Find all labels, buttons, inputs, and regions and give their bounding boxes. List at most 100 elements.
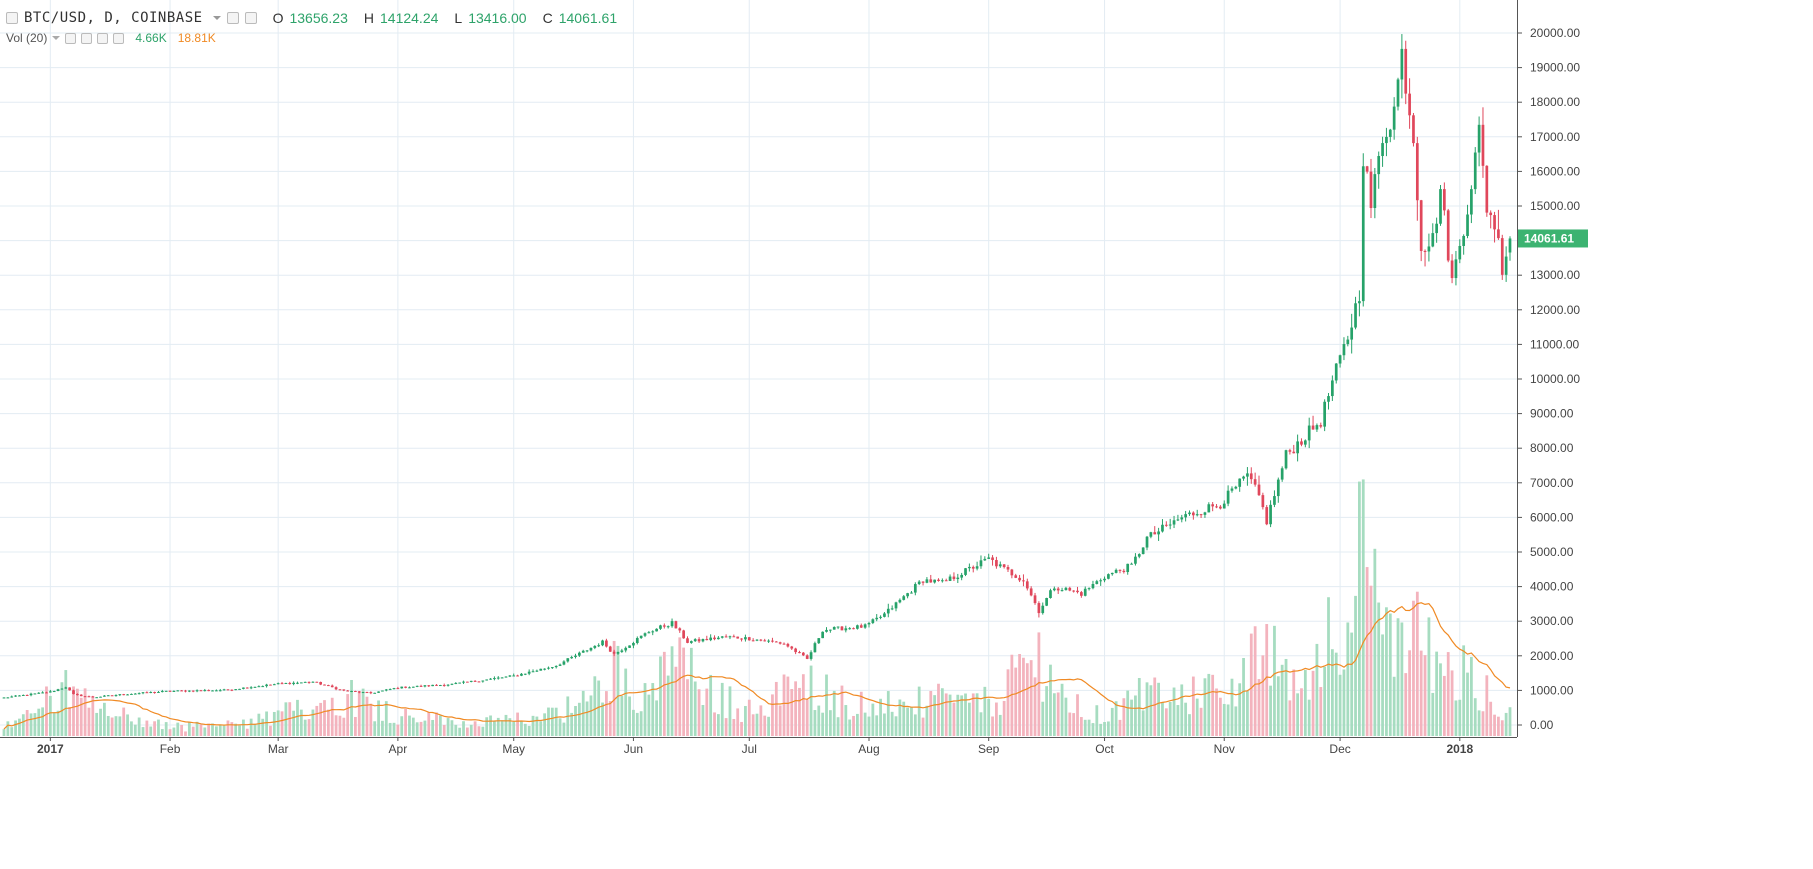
candle[interactable]: [157, 690, 160, 693]
candle[interactable]: [686, 636, 689, 644]
candle[interactable]: [558, 663, 562, 667]
candle[interactable]: [265, 683, 268, 688]
candle[interactable]: [809, 650, 813, 661]
candle[interactable]: [705, 635, 709, 641]
volume-indicator-title[interactable]: Vol (20): [6, 31, 48, 45]
candle[interactable]: [230, 689, 234, 692]
candle[interactable]: [844, 625, 848, 633]
candle[interactable]: [1141, 547, 1145, 555]
candle[interactable]: [373, 692, 377, 694]
candle[interactable]: [1508, 236, 1512, 261]
price-axis[interactable]: 0.00 1000.00 2000.00 3000.00 4000.00 5000.00 6…: [1517, 0, 1813, 869]
candle[interactable]: [952, 572, 956, 582]
candle[interactable]: [1435, 217, 1438, 243]
candle[interactable]: [713, 635, 716, 641]
candle[interactable]: [747, 636, 751, 641]
candle[interactable]: [585, 650, 589, 653]
candle[interactable]: [427, 685, 431, 687]
candle[interactable]: [48, 689, 52, 693]
candle[interactable]: [357, 690, 361, 694]
candle[interactable]: [1080, 590, 1083, 598]
candle[interactable]: [392, 687, 396, 690]
candle[interactable]: [763, 638, 767, 642]
candle[interactable]: [771, 637, 774, 643]
candle[interactable]: [1199, 513, 1203, 518]
candle[interactable]: [1130, 562, 1133, 565]
candle[interactable]: [1396, 77, 1400, 111]
candle[interactable]: [852, 627, 855, 630]
candle[interactable]: [674, 620, 678, 629]
candle[interactable]: [384, 688, 388, 692]
candle[interactable]: [126, 694, 129, 696]
candle[interactable]: [1072, 590, 1075, 593]
candle[interactable]: [639, 635, 643, 639]
candle[interactable]: [1261, 492, 1265, 510]
candle[interactable]: [207, 689, 211, 692]
candle[interactable]: [1149, 531, 1153, 539]
candle[interactable]: [346, 690, 350, 692]
candle[interactable]: [767, 639, 770, 643]
candle[interactable]: [744, 634, 747, 642]
candle[interactable]: [651, 630, 655, 636]
candle[interactable]: [423, 684, 427, 688]
candle[interactable]: [1284, 449, 1288, 470]
candle[interactable]: [1238, 478, 1242, 492]
candle[interactable]: [825, 627, 828, 633]
candle[interactable]: [1176, 514, 1180, 522]
candle[interactable]: [817, 638, 821, 644]
candle[interactable]: [790, 645, 794, 650]
candle[interactable]: [303, 681, 307, 683]
candle[interactable]: [550, 666, 554, 669]
candle[interactable]: [388, 688, 392, 691]
candle[interactable]: [1342, 337, 1346, 361]
candle[interactable]: [404, 686, 407, 689]
candle[interactable]: [330, 684, 334, 688]
candle[interactable]: [991, 555, 994, 566]
candle[interactable]: [160, 689, 164, 693]
candle[interactable]: [1365, 165, 1369, 174]
candle[interactable]: [172, 690, 176, 692]
candle[interactable]: [284, 682, 288, 684]
candle[interactable]: [678, 627, 682, 633]
gear-icon[interactable]: [244, 12, 257, 24]
candle[interactable]: [971, 565, 975, 573]
candle[interactable]: [369, 691, 373, 695]
candle[interactable]: [1025, 578, 1029, 591]
candle[interactable]: [1392, 97, 1396, 140]
candle[interactable]: [913, 582, 917, 596]
candle[interactable]: [1010, 568, 1014, 579]
candle[interactable]: [1288, 448, 1292, 455]
candle[interactable]: [1222, 500, 1226, 509]
candle[interactable]: [902, 595, 906, 601]
candle[interactable]: [1049, 588, 1052, 599]
candle[interactable]: [1315, 423, 1319, 432]
candle[interactable]: [215, 689, 218, 692]
candle[interactable]: [512, 673, 516, 677]
candle[interactable]: [1265, 505, 1269, 526]
candle[interactable]: [794, 647, 797, 655]
candle[interactable]: [450, 683, 454, 686]
candle[interactable]: [10, 695, 14, 698]
candle[interactable]: [1219, 505, 1222, 510]
candle[interactable]: [311, 681, 315, 683]
candle[interactable]: [601, 639, 604, 647]
candle[interactable]: [466, 681, 469, 683]
candle[interactable]: [1296, 434, 1299, 462]
candle[interactable]: [1489, 210, 1493, 229]
candle[interactable]: [670, 618, 674, 628]
candle[interactable]: [832, 626, 836, 630]
close-icon[interactable]: [113, 32, 125, 44]
candle[interactable]: [805, 654, 809, 660]
candle[interactable]: [1369, 158, 1373, 219]
candle[interactable]: [578, 651, 581, 657]
candle[interactable]: [1230, 486, 1234, 493]
candle[interactable]: [659, 624, 662, 630]
candle[interactable]: [624, 646, 628, 653]
candle[interactable]: [1307, 417, 1311, 449]
candle[interactable]: [242, 687, 245, 690]
candle[interactable]: [859, 623, 863, 628]
candle[interactable]: [1481, 107, 1485, 178]
candle[interactable]: [1056, 586, 1060, 594]
eye-icon[interactable]: [65, 32, 77, 44]
candle[interactable]: [33, 693, 37, 695]
